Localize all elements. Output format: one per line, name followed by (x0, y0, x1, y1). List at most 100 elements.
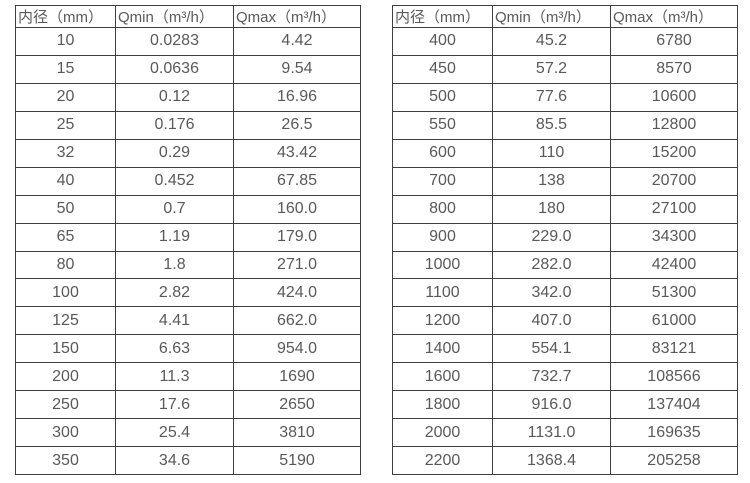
table-cell: 2200 (392, 446, 493, 475)
table-row: 20 0.12 16.96 (15, 82, 361, 112)
table-cell: 169635 (610, 418, 738, 448)
table-cell: 4.41 (115, 306, 234, 336)
table-cell: 180 (492, 194, 611, 224)
table-cell: 1600 (392, 362, 493, 392)
table-cell: 1131.0 (492, 418, 611, 448)
table-cell: 42400 (610, 250, 738, 280)
table-cell: 45.2 (492, 27, 611, 56)
table-row: 2000 1131.0 169635 (392, 418, 738, 448)
table-cell: 61000 (610, 306, 738, 336)
table-cell: 6.63 (115, 334, 234, 364)
table-cell: 108566 (610, 362, 738, 392)
table-cell: 32 (15, 138, 116, 168)
flow-table-large-diameters: 内径（mm） Qmin（m³/h） Qmax（m³/h） 400 45.2 6780… (392, 5, 738, 475)
table-body: 400 45.2 6780 450 57.2 8570 500 77.6 10600 550 85.… (392, 27, 738, 475)
table-cell: 450 (392, 54, 493, 84)
table-cell: 342.0 (492, 278, 611, 308)
table-cell: 0.0283 (115, 27, 234, 56)
header-row: 内径（mm） Qmin（m³/h） Qmax（m³/h） (15, 5, 361, 28)
table-cell: 800 (392, 194, 493, 224)
table-row: 300 25.4 3810 (15, 418, 361, 448)
table-cell: 26.5 (233, 110, 361, 140)
table-cell: 0.7 (115, 194, 234, 224)
table-cell: 43.42 (233, 138, 361, 168)
table-row: 600 110 15200 (392, 138, 738, 168)
table-cell: 1400 (392, 334, 493, 364)
table-cell: 0.176 (115, 110, 234, 140)
table-row: 15 0.0636 9.54 (15, 54, 361, 84)
table-cell: 12800 (610, 110, 738, 140)
table-cell: 77.6 (492, 82, 611, 112)
table-cell: 1368.4 (492, 446, 611, 475)
table-row: 400 45.2 6780 (392, 27, 738, 56)
table-cell: 1690 (233, 362, 361, 392)
table-row: 1000 282.0 42400 (392, 250, 738, 280)
table-row: 100 2.82 424.0 (15, 278, 361, 308)
table-cell: 250 (15, 390, 116, 420)
table-cell: 2000 (392, 418, 493, 448)
table-row: 125 4.41 662.0 (15, 306, 361, 336)
table-cell: 916.0 (492, 390, 611, 420)
table-cell: 954.0 (233, 334, 361, 364)
table-cell: 3810 (233, 418, 361, 448)
table-row: 10 0.0283 4.42 (15, 27, 361, 56)
table-cell: 57.2 (492, 54, 611, 84)
table-cell: 4.42 (233, 27, 361, 56)
table-cell: 1.19 (115, 222, 234, 252)
table-cell: 0.0636 (115, 54, 234, 84)
table-cell: 229.0 (492, 222, 611, 252)
table-row: 1800 916.0 137404 (392, 390, 738, 420)
table-cell: 282.0 (492, 250, 611, 280)
table-cell: 2650 (233, 390, 361, 420)
table-cell: 5190 (233, 446, 361, 475)
col-header-inner-diameter: 内径（mm） (392, 5, 493, 28)
table-row: 550 85.5 12800 (392, 110, 738, 140)
table-cell: 300 (15, 418, 116, 448)
table-cell: 137404 (610, 390, 738, 420)
table-row: 80 1.8 271.0 (15, 250, 361, 280)
table-cell: 10600 (610, 82, 738, 112)
table-cell: 900 (392, 222, 493, 252)
table-row: 40 0.452 67.85 (15, 166, 361, 196)
table-cell: 138 (492, 166, 611, 196)
table-row: 50 0.7 160.0 (15, 194, 361, 224)
table-cell: 554.1 (492, 334, 611, 364)
table-cell: 1.8 (115, 250, 234, 280)
table-cell: 51300 (610, 278, 738, 308)
table-row: 1400 554.1 83121 (392, 334, 738, 364)
table-cell: 662.0 (233, 306, 361, 336)
table-cell: 15200 (610, 138, 738, 168)
table-cell: 400 (392, 27, 493, 56)
table-row: 2200 1368.4 205258 (392, 446, 738, 475)
table-row: 800 180 27100 (392, 194, 738, 224)
table-row: 200 11.3 1690 (15, 362, 361, 392)
table-cell: 25.4 (115, 418, 234, 448)
table-cell: 110 (492, 138, 611, 168)
table-cell: 125 (15, 306, 116, 336)
table-cell: 700 (392, 166, 493, 196)
table-row: 350 34.6 5190 (15, 446, 361, 475)
table-cell: 67.85 (233, 166, 361, 196)
table-row: 500 77.6 10600 (392, 82, 738, 112)
table-cell: 500 (392, 82, 493, 112)
table-cell: 732.7 (492, 362, 611, 392)
col-header-qmax: Qmax（m³/h） (233, 5, 361, 28)
table-cell: 600 (392, 138, 493, 168)
table-cell: 550 (392, 110, 493, 140)
table-cell: 34300 (610, 222, 738, 252)
table-cell: 27100 (610, 194, 738, 224)
flow-table-small-diameters: 内径（mm） Qmin（m³/h） Qmax（m³/h） 10 0.0283 4.4… (15, 5, 361, 475)
table-cell: 271.0 (233, 250, 361, 280)
table-cell: 0.12 (115, 82, 234, 112)
table-cell: 150 (15, 334, 116, 364)
table-cell: 16.96 (233, 82, 361, 112)
table-cell: 6780 (610, 27, 738, 56)
table-cell: 10 (15, 27, 116, 56)
table-cell: 1100 (392, 278, 493, 308)
table-row: 450 57.2 8570 (392, 54, 738, 84)
col-header-qmin: Qmin（m³/h） (492, 5, 611, 28)
table-row: 700 138 20700 (392, 166, 738, 196)
table-cell: 424.0 (233, 278, 361, 308)
col-header-qmin: Qmin（m³/h） (115, 5, 234, 28)
